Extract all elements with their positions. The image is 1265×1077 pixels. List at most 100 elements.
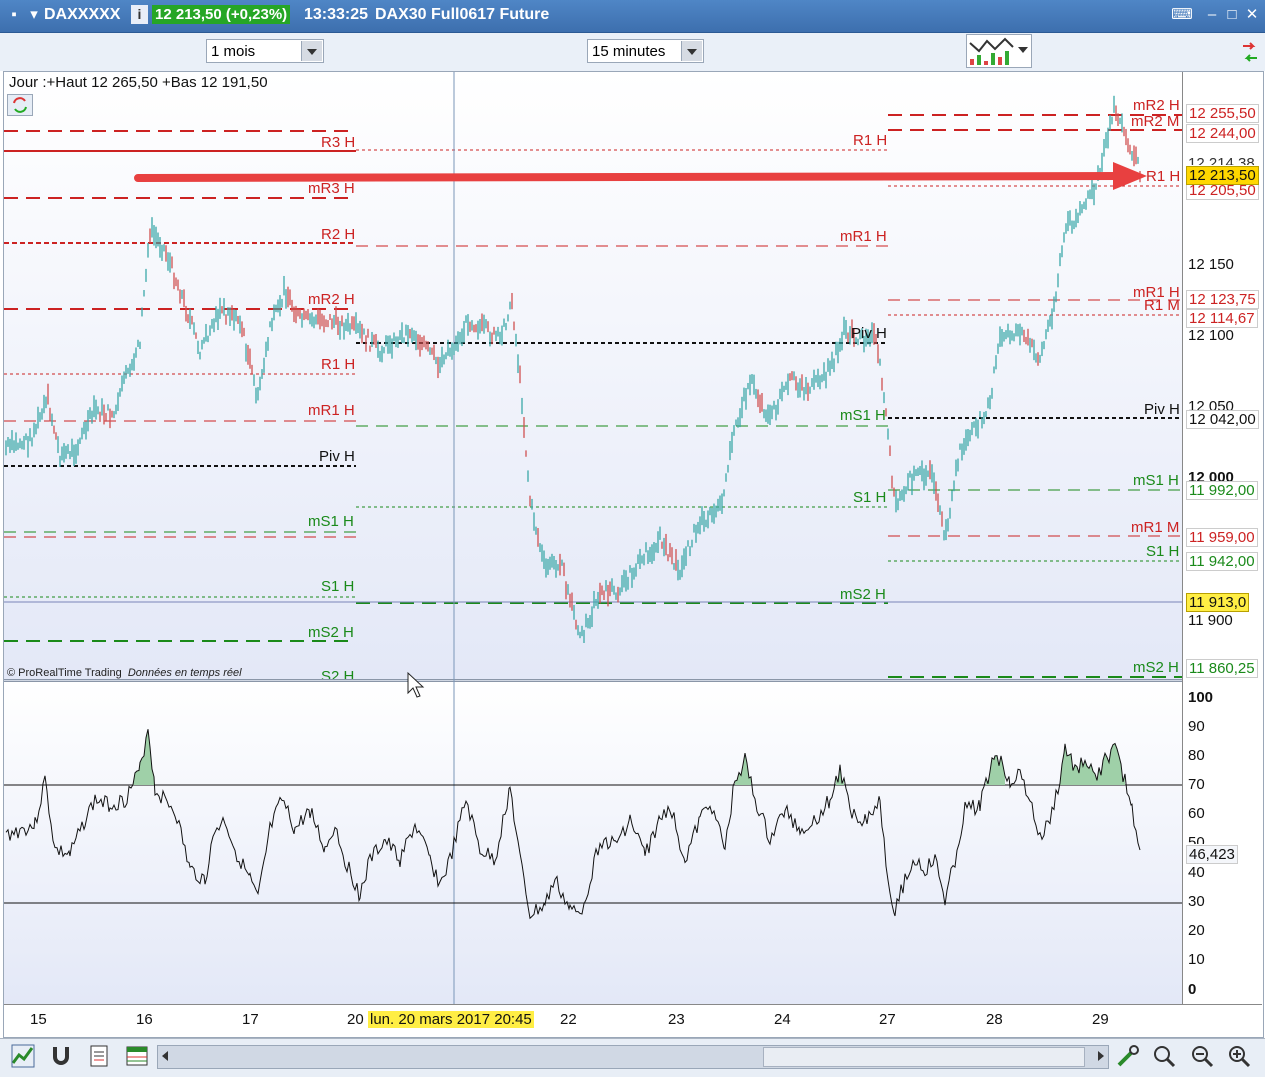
price-box: 12 255,50 [1186,104,1259,123]
level-label-r3: R3 H [321,134,356,151]
level-label-mr2: mR2 H [1133,97,1180,114]
level-label-ms2: mS2 H [1133,659,1179,676]
level-label-ms2: mS2 H [308,624,354,641]
level-label-s1: S1 H [1146,543,1180,560]
scroll-right-icon[interactable] [1098,1051,1104,1061]
rsi-tick: 0 [1188,981,1197,998]
price-box: 11 860,25 [1186,659,1258,678]
level-label-mr1m: mR1 M [1131,519,1180,536]
level-label-s1: S1 H [321,578,355,595]
horizontal-scrollbar[interactable] [157,1045,1109,1069]
zoom-fit-icon[interactable] [1151,1043,1177,1069]
current-price-box: 12 213,50 [1186,166,1259,185]
rsi-tick: 60 [1188,805,1205,822]
menu-icon[interactable]: ▪ [11,6,17,23]
price-box: 12 042,00 [1186,410,1259,429]
chart-trend-icon[interactable] [10,1043,36,1069]
price-box: 12 214,38 [1186,155,1257,165]
price-chart[interactable] [0,0,1265,1040]
instrument-description: DAX30 Full0617 Future [375,6,550,23]
rsi-tick: 90 [1188,718,1205,735]
rsi-tick: 100 [1188,689,1214,706]
scroll-thumb[interactable] [763,1047,1085,1067]
period-value: 1 mois [211,43,256,60]
crosshair-price-box: 11 913,0 [1186,593,1250,612]
price-change-badge: 12 213,50 (+0,23%) [152,5,291,24]
level-label-mr2m: mR2 M [1131,113,1180,130]
zoom-in-icon[interactable] [1226,1043,1252,1069]
close-icon[interactable]: ✕ [1245,6,1259,23]
keyboard-icon[interactable]: ⌨ [1171,6,1193,23]
chart-header: Jour :+Haut 12 265,50 +Bas 12 191,50 [9,74,268,91]
chevron-down-icon[interactable] [1018,47,1028,53]
rsi-overbought-fill [133,729,1125,785]
price-box: 11 959,00 [1186,528,1258,547]
level-label-s1: S1 H [853,489,887,506]
dropdown-chevron-icon[interactable]: ▾ [30,6,38,23]
chevron-down-icon[interactable] [301,41,322,61]
level-label-piv: Piv H [319,448,355,465]
day-label: 22 [560,1011,577,1028]
price-box: 11 942,00 [1186,552,1258,571]
level-label-r2: R2 H [321,226,356,243]
copyright-text: © ProRealTime Trading Données en temps r… [7,667,242,679]
info-icon[interactable]: i [131,5,148,24]
day-label: 15 [30,1011,47,1028]
panel-separator[interactable] [4,679,1262,682]
day-label: 16 [136,1011,153,1028]
day-label: 24 [774,1011,791,1028]
sync-icon[interactable] [1239,38,1261,68]
rsi-tick: 40 [1188,864,1205,881]
day-label: 17 [242,1011,259,1028]
day-label: 27 [879,1011,896,1028]
price-box: 11 992,00 [1186,481,1258,500]
scroll-left-icon[interactable] [162,1051,168,1061]
level-label-ms2: mS2 H [840,586,886,603]
interval-select[interactable]: 15 minutes [587,39,704,63]
rsi-fill [836,764,844,785]
tools-icon[interactable] [1115,1043,1141,1069]
minimize-icon[interactable]: – [1207,6,1217,23]
rsi-fill [986,755,1005,785]
price-tick: 12 100 [1188,327,1234,344]
price-box: 12 244,00 [1186,124,1259,143]
rsi-panel-bg [4,682,1182,1004]
price-box: 12 114,67 [1186,309,1258,328]
indicators-button[interactable] [966,34,1032,68]
table-icon[interactable] [124,1043,150,1069]
price-tick: 11 900 [1188,612,1233,629]
zoom-out-icon[interactable] [1189,1043,1215,1069]
document-list-icon[interactable] [86,1043,112,1069]
rsi-tick: 70 [1188,776,1205,793]
maximize-icon[interactable]: □ [1227,6,1237,23]
title-bar: ▪ ▾ DAXXXXX i 12 213,50 (+0,23%) 13:33:2… [0,0,1265,33]
day-label: 20 [347,1011,364,1028]
period-select[interactable]: 1 mois [206,39,324,63]
clock-label: 13:33:25 [304,6,369,23]
rsi-line [5,729,1141,920]
chevron-down-icon[interactable] [681,41,702,61]
bottom-toolbar [0,1038,1265,1077]
magnet-icon[interactable] [48,1043,74,1069]
refresh-icon[interactable] [7,94,33,116]
rsi-tick: 10 [1188,951,1205,968]
symbol-label[interactable]: DAXXXXX [44,6,121,23]
annotation-arrow[interactable] [134,162,1147,190]
level-label-r1: R1 H [853,132,888,149]
chart-toolbar: 1 mois 15 minutes [0,33,1265,71]
level-label-s2: S2 H [321,668,355,679]
day-label: 23 [668,1011,685,1028]
level-label-r1: R1 H [1146,168,1181,185]
crosshair-date-label: lun. 20 mars 2017 20:45 [368,1011,534,1028]
level-label-r1m: R1 M [1144,297,1180,314]
rsi-tick: 30 [1188,893,1205,910]
level-label-piv: Piv H [1144,401,1180,418]
mouse-cursor-icon [407,671,425,698]
level-label-mr1: mR1 H [1133,284,1180,301]
level-label-mr1: mR1 H [840,228,887,245]
level-label-mr3: mR3 H [308,180,355,197]
level-label-mr1: mR1 H [308,402,355,419]
time-axis[interactable] [4,1004,1262,1035]
rsi-fill [735,753,751,785]
rsi-tick: 80 [1188,747,1205,764]
